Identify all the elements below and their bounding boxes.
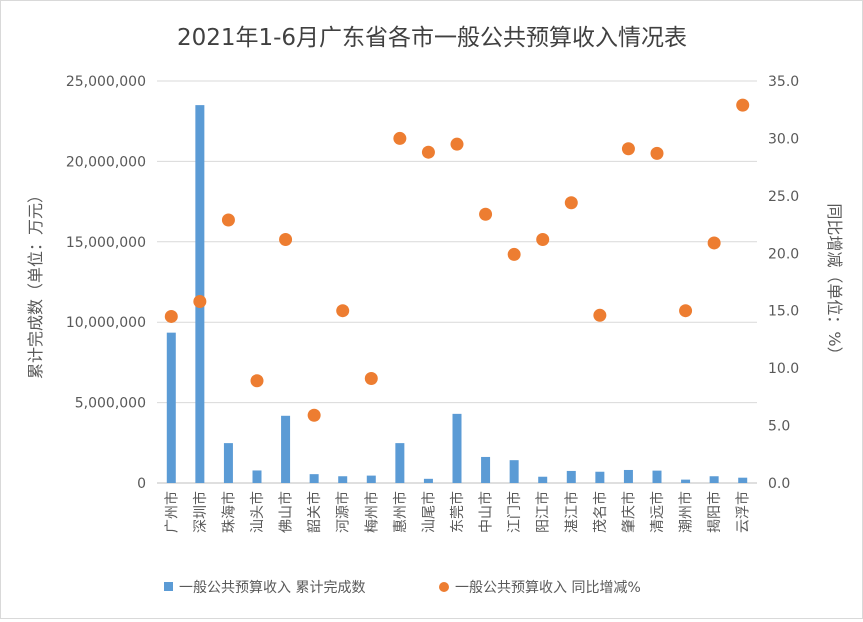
y-right-tick-label: 5.0 bbox=[768, 419, 790, 435]
bar-series bbox=[166, 105, 748, 484]
legend-label-scatter: 一般公共预算收入 同比增减% bbox=[455, 580, 641, 596]
y-right-tick-label: 0.0 bbox=[768, 476, 790, 492]
x-tick-label: 珠海市 bbox=[220, 491, 237, 533]
bar bbox=[366, 475, 376, 483]
y-axis-left-label: 累计完成数（单位：万元） bbox=[26, 187, 45, 379]
bar bbox=[166, 332, 176, 483]
bar bbox=[338, 476, 348, 483]
x-tick-label: 阳江市 bbox=[535, 491, 552, 533]
x-tick-label: 汕头市 bbox=[249, 491, 266, 533]
scatter-point bbox=[736, 98, 750, 112]
scatter-series bbox=[164, 98, 750, 422]
bar bbox=[566, 470, 576, 483]
scatter-point bbox=[479, 207, 493, 221]
x-tick-label: 汕尾市 bbox=[420, 491, 437, 533]
y-left-tick-label: 10,000,000 bbox=[66, 315, 146, 331]
x-tick-label: 中山市 bbox=[478, 491, 495, 533]
scatter-point bbox=[279, 233, 293, 247]
y-axis-right-ticks: 0.0 5.0 10.0 15.0 20.0 25.0 30.0 35.0 bbox=[768, 74, 799, 492]
legend: 一般公共预算收入 累计完成数 一般公共预算收入 同比增减% bbox=[164, 580, 641, 596]
y-axis-left-ticks: 0 5,000,000 10,000,000 15,000,000 20,000,000… bbox=[66, 74, 146, 492]
scatter-point bbox=[564, 196, 578, 210]
y-right-tick-label: 20.0 bbox=[768, 246, 799, 262]
bar bbox=[623, 469, 633, 483]
bar bbox=[738, 477, 748, 483]
y-right-tick-label: 15.0 bbox=[768, 304, 799, 320]
x-axis-labels: 广州市 深圳市 珠海市 汕头市 佛山市 韶关市 河源市 梅州市 惠州市 汕尾市 东莞市 中山市 江门市阳… bbox=[163, 491, 751, 533]
scatter-point bbox=[336, 304, 350, 318]
scatter-point bbox=[450, 137, 464, 151]
bar bbox=[709, 476, 719, 483]
scatter-point bbox=[221, 213, 235, 227]
y-right-tick-label: 10.0 bbox=[768, 361, 799, 377]
x-tick-label: 清远市 bbox=[649, 491, 666, 533]
x-tick-label: 梅州市 bbox=[363, 491, 380, 533]
y-right-tick-label: 30.0 bbox=[768, 131, 799, 147]
scatter-point bbox=[164, 309, 178, 323]
x-tick-label: 广州市 bbox=[163, 491, 180, 533]
bar bbox=[595, 471, 605, 483]
bar bbox=[652, 470, 662, 483]
bar bbox=[681, 479, 691, 483]
bar bbox=[481, 456, 491, 483]
scatter-point bbox=[364, 371, 378, 385]
scatter-point bbox=[250, 374, 264, 388]
bar bbox=[195, 105, 205, 484]
y-axis-right-label: 同比增减（单位：%） bbox=[825, 203, 844, 362]
scatter-point bbox=[536, 233, 550, 247]
legend-swatch-bar bbox=[164, 582, 173, 591]
x-tick-label: 东莞市 bbox=[449, 491, 466, 533]
x-tick-label: 湛江市 bbox=[563, 491, 580, 533]
bar bbox=[309, 474, 319, 483]
y-right-tick-label: 25.0 bbox=[768, 189, 799, 205]
x-tick-label: 江门市 bbox=[506, 491, 523, 533]
x-tick-label: 揭阳市 bbox=[706, 491, 723, 533]
bar bbox=[395, 443, 405, 483]
x-tick-label: 佛山市 bbox=[278, 491, 295, 533]
bar bbox=[452, 413, 462, 483]
scatter-point bbox=[193, 295, 207, 309]
bar bbox=[281, 415, 291, 483]
y-left-tick-label: 5,000,000 bbox=[75, 396, 146, 412]
y-left-tick-label: 15,000,000 bbox=[66, 235, 146, 251]
y-left-tick-label: 25,000,000 bbox=[66, 74, 146, 90]
scatter-point bbox=[421, 145, 435, 159]
x-tick-label: 河源市 bbox=[335, 491, 352, 533]
scatter-point bbox=[707, 236, 721, 250]
x-tick-label: 深圳市 bbox=[192, 491, 209, 533]
x-tick-label: 潮州市 bbox=[678, 491, 695, 533]
x-tick-label: 肇庆市 bbox=[620, 491, 637, 533]
chart-title: 2021年1-6月广东省各市一般公共预算收入情况表 bbox=[177, 25, 687, 51]
scatter-point bbox=[679, 304, 693, 318]
scatter-point bbox=[593, 308, 607, 322]
bar bbox=[509, 460, 519, 483]
y-left-tick-label: 0 bbox=[137, 476, 146, 492]
x-tick-label: 云浮市 bbox=[735, 491, 752, 533]
y-right-tick-label: 35.0 bbox=[768, 74, 799, 90]
bar bbox=[252, 470, 262, 483]
scatter-point bbox=[393, 131, 407, 145]
scatter-point bbox=[650, 146, 664, 160]
y-left-tick-label: 20,000,000 bbox=[66, 154, 146, 170]
x-tick-label: 韶关市 bbox=[306, 491, 323, 533]
bar bbox=[423, 478, 433, 483]
bar bbox=[538, 476, 548, 483]
x-tick-label: 惠州市 bbox=[392, 491, 409, 533]
legend-swatch-scatter bbox=[439, 582, 449, 592]
legend-label-bar: 一般公共预算收入 累计完成数 bbox=[179, 580, 365, 596]
scatter-point bbox=[507, 247, 521, 261]
scatter-point bbox=[307, 408, 321, 422]
x-tick-label: 茂名市 bbox=[592, 491, 609, 533]
scatter-point bbox=[621, 142, 635, 156]
bar bbox=[223, 443, 233, 483]
